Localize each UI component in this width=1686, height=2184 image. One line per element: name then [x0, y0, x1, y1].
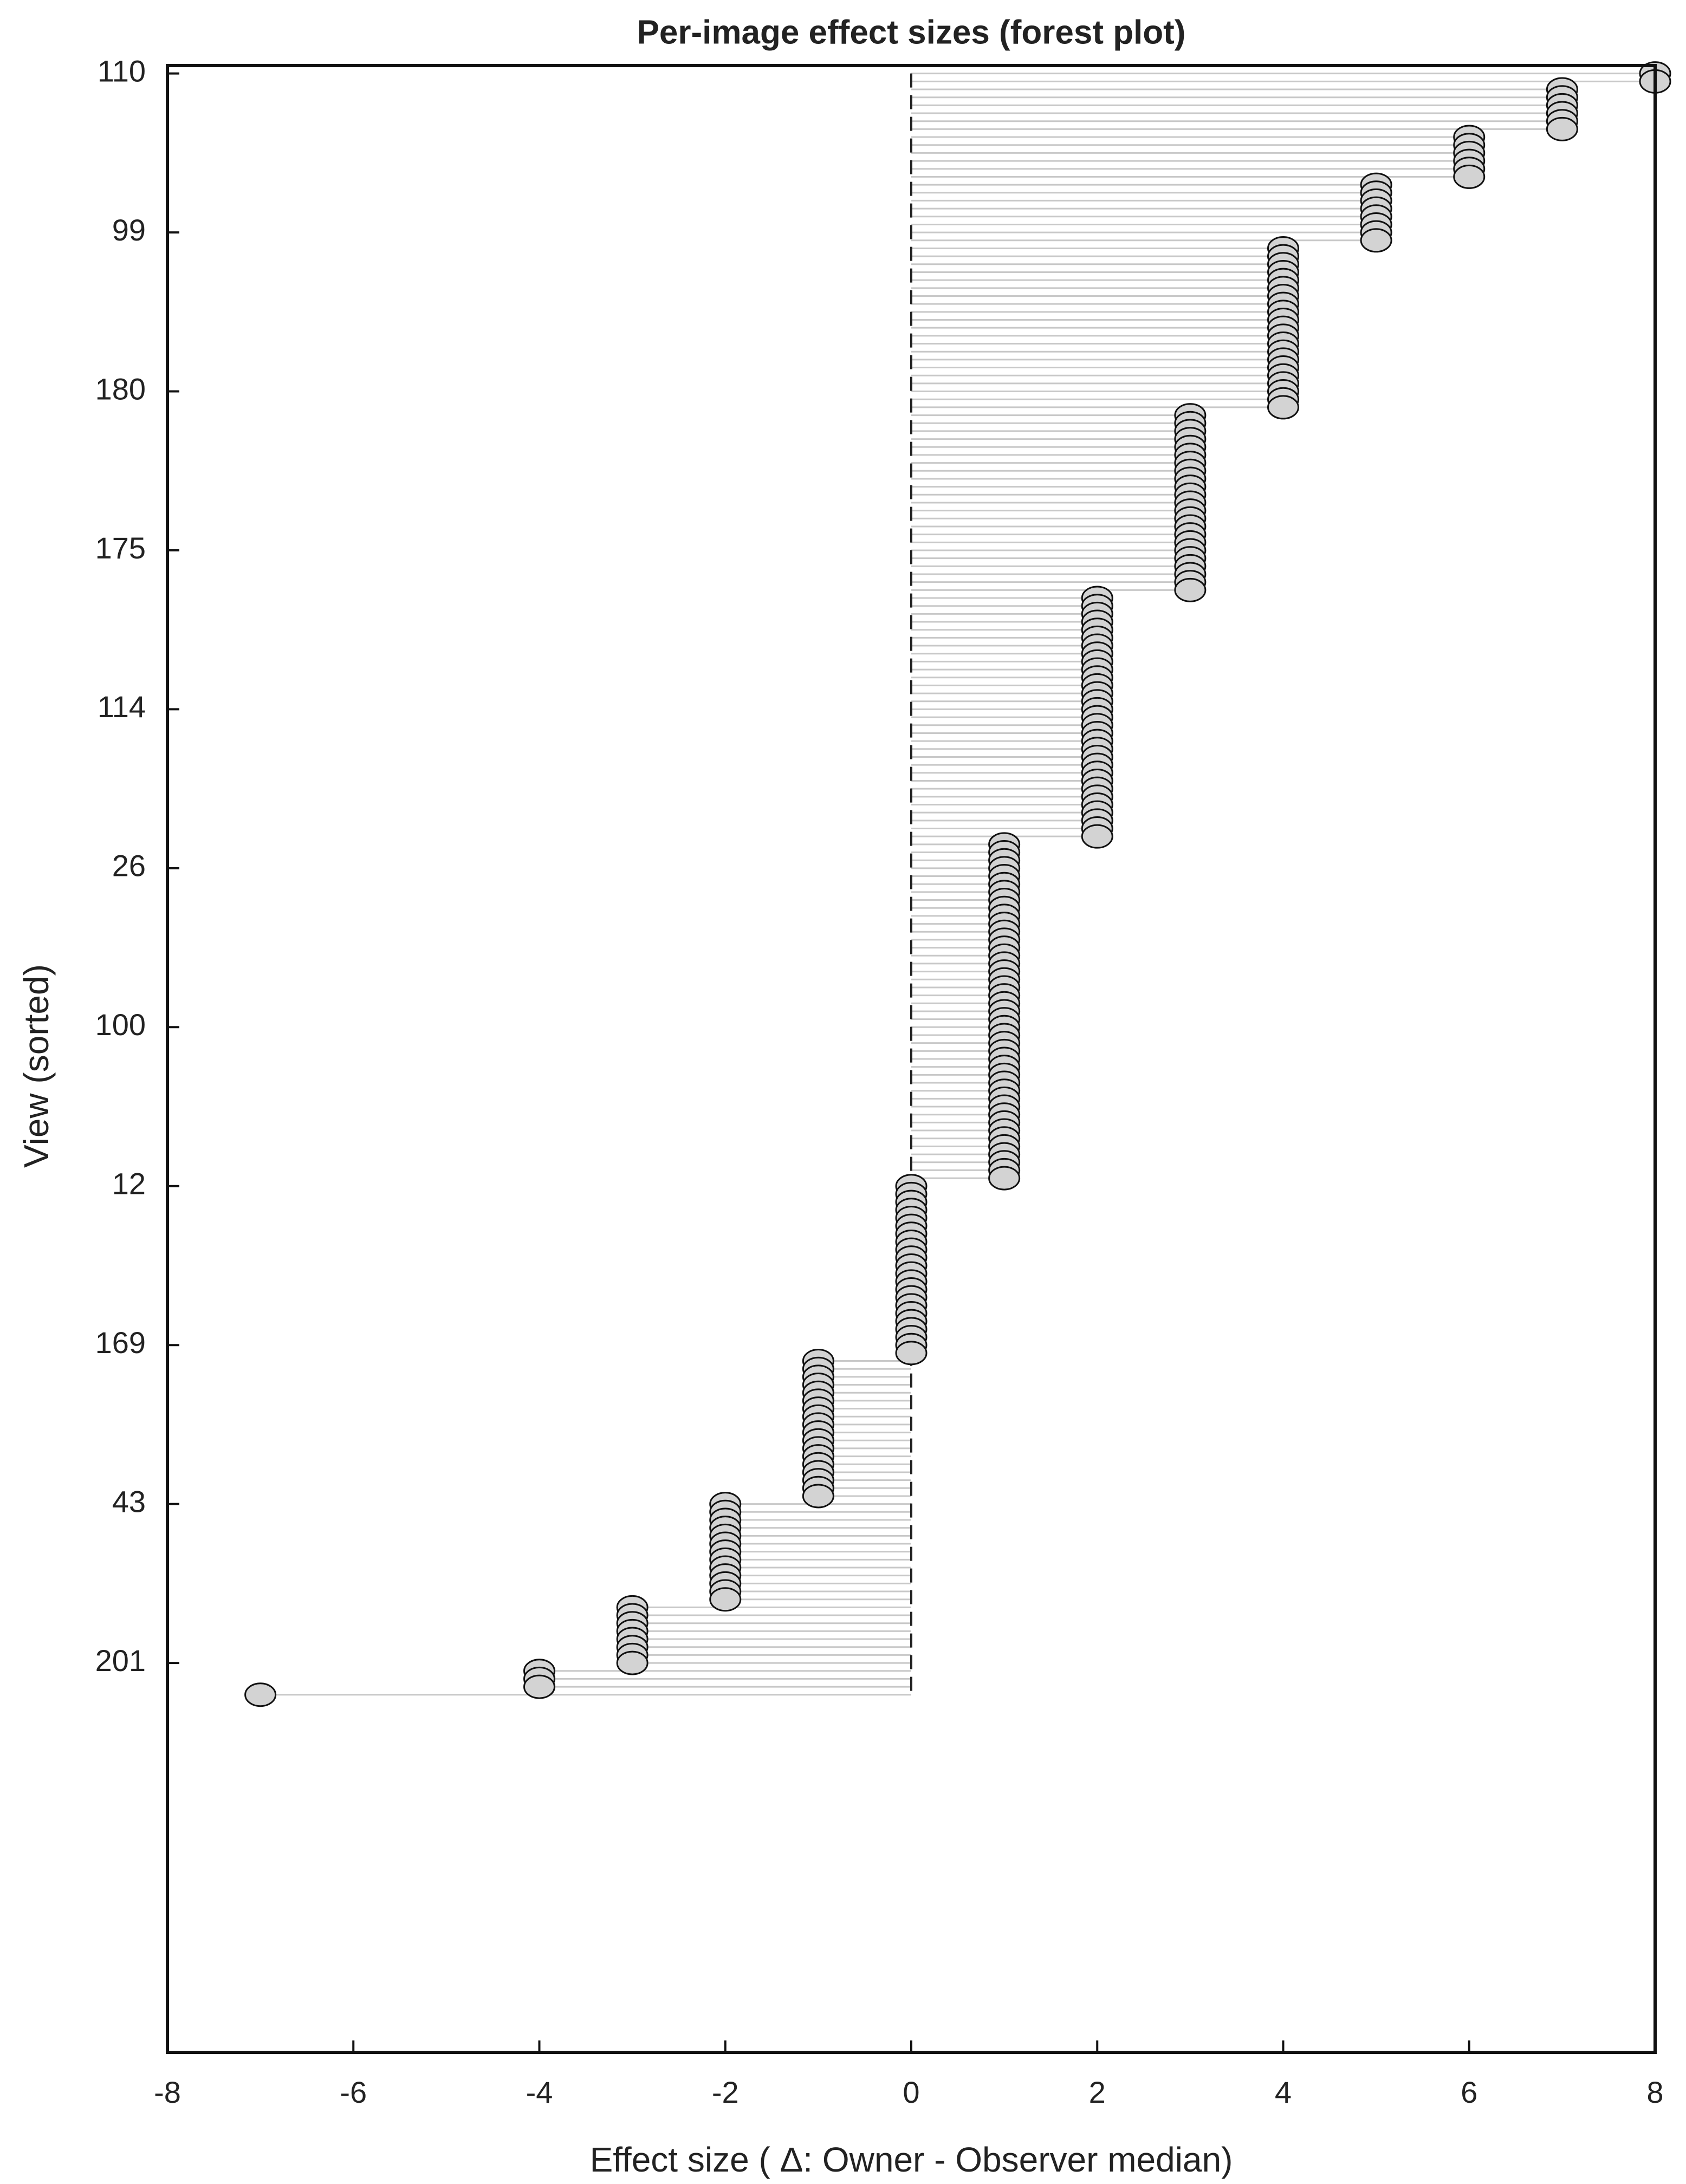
y-axis-label: View (sorted): [17, 964, 56, 1168]
x-tick-label: -6: [340, 2075, 367, 2109]
x-tick-label: 4: [1275, 2075, 1292, 2109]
dot: [1360, 228, 1392, 253]
y-tick-label: 169: [95, 1325, 146, 1360]
y-tick-label: 99: [112, 213, 146, 247]
y-tick-label: 114: [98, 690, 146, 724]
x-tick-label: 6: [1461, 2075, 1477, 2109]
y-tick-label: 43: [112, 1484, 146, 1518]
y-tick-label: 26: [112, 849, 146, 883]
dot: [1081, 824, 1113, 849]
x-tick-label: -2: [712, 2075, 739, 2109]
dot: [1174, 577, 1207, 602]
y-tick-label: 110: [98, 54, 146, 88]
dot: [802, 1484, 834, 1509]
chart-title: Per-image effect sizes (forest plot): [637, 14, 1186, 51]
dot: [709, 1587, 742, 1612]
y-tick-label: 12: [112, 1167, 146, 1201]
dot: [988, 1166, 1021, 1191]
dot: [1546, 116, 1578, 141]
y-tick-label: 100: [95, 1007, 146, 1042]
y-tick-label: 175: [95, 531, 146, 565]
x-tick-label: 2: [1089, 2075, 1106, 2109]
dot: [244, 1682, 277, 1707]
y-tick-label: 180: [95, 372, 146, 406]
dot: [1267, 395, 1299, 420]
x-tick-label: -8: [154, 2075, 181, 2109]
dot: [523, 1674, 555, 1699]
x-axis-label: Effect size ( Δ: Owner - Observer median…: [590, 2140, 1233, 2179]
dot: [616, 1650, 649, 1675]
x-tick-label: 0: [903, 2075, 919, 2109]
dot: [1453, 164, 1486, 189]
y-tick-label: 201: [95, 1643, 146, 1678]
dot: [895, 1341, 928, 1366]
x-tick-label: 8: [1646, 2075, 1663, 2109]
x-tick-label: -4: [526, 2075, 553, 2109]
